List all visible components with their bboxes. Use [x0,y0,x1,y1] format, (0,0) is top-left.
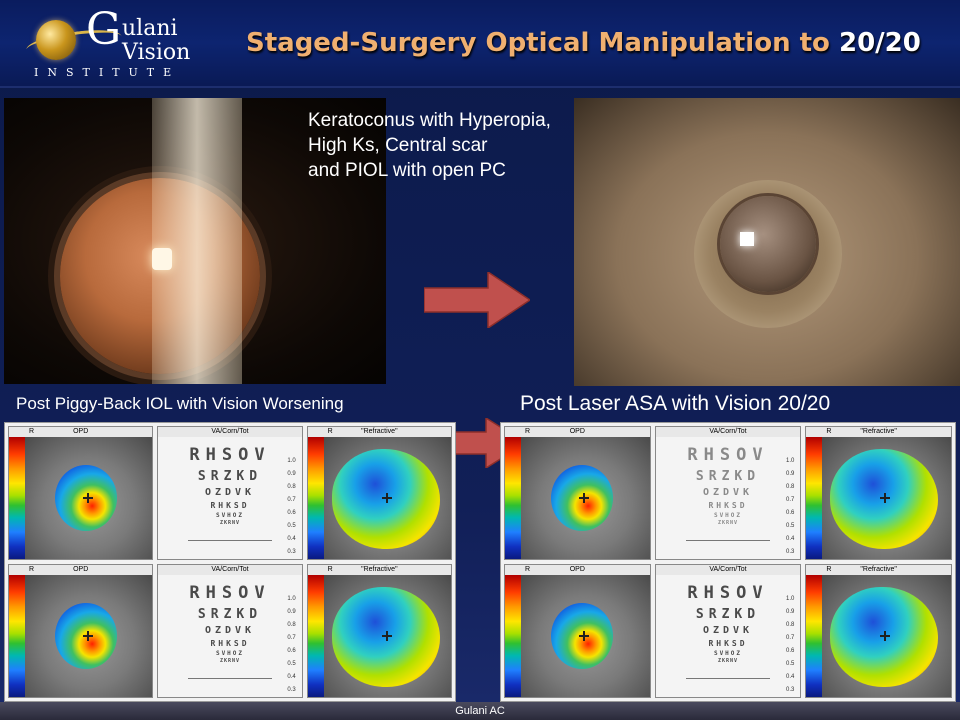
crosshair-icon [880,493,891,503]
crosshair-icon [83,631,93,641]
eye-photo-after [574,98,960,386]
slide-footer: Gulani AC [0,702,960,720]
va-chart: VA/Corn/Tot RHSOV SRZKD OZDVK RHKSD SVHO… [654,564,802,698]
va-chart: VA/Corn/Tot RHSOV SRZKD OZDVK RHKSD SVHO… [157,564,303,698]
color-scale [9,575,25,697]
pupil-image [720,196,816,292]
logo-text-bottom: Vision [122,40,191,65]
caption-before: Post Piggy-Back IOL with Vision Worsenin… [16,394,344,413]
light-reflex [740,232,754,246]
va-chart: VA/Corn/Tot RHSOV SRZKD OZDVK RHKSD SVHO… [157,426,303,560]
opd-map: R OPD [8,426,154,560]
slit-beam [152,98,242,384]
gulani-vision-logo: G ulani Vision INSTITUTE [24,4,196,80]
opd-scan-panel-after: R OPD VA/Corn/Tot RHSOV SRZKD OZDVK RHKSD… [500,422,956,702]
slide-title-main: Staged-Surgery Optical Manipulation to [246,28,839,58]
opd-map: R OPD [8,564,154,698]
color-scale [307,437,324,559]
logo-text-top: ulani [122,16,178,41]
crosshair-icon [83,493,93,503]
slide-header: G ulani Vision INSTITUTE Staged-Surgery … [0,0,960,88]
refractive-map: R "Refractive" [805,564,952,698]
crosshair-icon [381,493,392,503]
slide-title-highlight: 20/20 [838,28,921,58]
opd-scan-panel-before: R OPD VA/Corn/Tot RHSOV SRZKD OZDVK RHKSD… [4,422,456,702]
logo-letter: G [86,4,122,55]
caption-after: Post Laser ASA with Vision 20/20 [520,392,831,415]
color-scale [806,575,823,697]
right-arrow-icon [424,272,530,328]
case-line-2: High Ks, Central scar [308,135,488,156]
case-description: Keratoconus with Hyperopia, High Ks, Cen… [308,108,608,183]
crosshair-icon [579,493,589,503]
opd-map: R OPD [504,564,651,698]
va-chart: VA/Corn/Tot RHSOV SRZKD OZDVK RHKSD SVHO… [654,426,802,560]
color-scale [505,437,521,559]
refractive-map: R "Refractive" [306,564,452,698]
color-scale [806,437,823,559]
crosshair-icon [381,631,392,641]
case-line-3: and PIOL with open PC [308,160,506,181]
logo-subtitle: INSTITUTE [34,66,181,79]
opd-map: R OPD [504,426,651,560]
color-scale [9,437,25,559]
light-reflex [152,248,172,270]
color-scale [307,575,324,697]
crosshair-icon [880,631,891,641]
slit-lamp-photo-before [4,98,386,384]
refractive-map: R "Refractive" [306,426,452,560]
color-scale [505,575,521,697]
refractive-map: R "Refractive" [805,426,952,560]
crosshair-icon [579,631,589,641]
case-line-1: Keratoconus with Hyperopia, [308,110,551,131]
logo-globe-icon [36,20,76,60]
slide-title: Staged-Surgery Optical Manipulation to 2… [246,28,946,58]
